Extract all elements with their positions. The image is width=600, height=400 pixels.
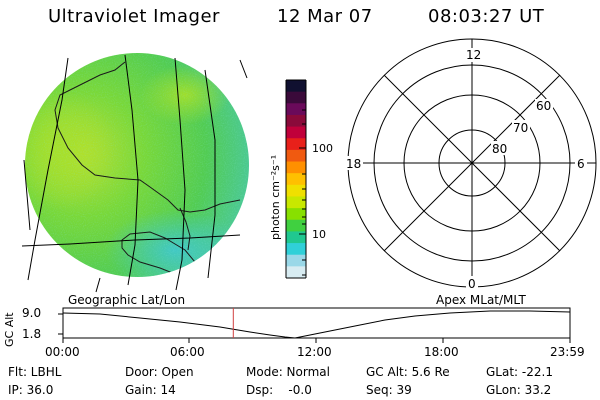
date-label: 12 Mar 07 [277, 6, 373, 27]
colorbar-swatch [286, 254, 306, 267]
lat-label-60: 60 [536, 99, 551, 113]
colorbar-swatch [286, 149, 306, 163]
status-door: Door: Open [125, 365, 194, 379]
timeline-left-title: Geographic Lat/Lon [68, 293, 186, 307]
colorbar-swatch [286, 196, 306, 209]
colorbar-swatch [286, 114, 306, 128]
colorbar-tick-10: 10 [312, 228, 326, 241]
lat-label-70: 70 [513, 121, 528, 135]
colorbar-swatch [286, 138, 306, 151]
status-glat: GLat: -22.1 [486, 365, 553, 379]
timeline-right-title: Apex MLat/MLT [436, 293, 526, 307]
colorbar-swatch [286, 243, 306, 256]
timeline-ytick-9: 9.0 [22, 306, 42, 320]
status-seq: Seq: 39 [366, 383, 412, 397]
status-dsp: Dsp: -0.0 [246, 383, 312, 397]
timeline-plot [58, 307, 571, 343]
hour-label-6: 6 [577, 157, 585, 171]
timeline-xtick-2359: 23:59 [550, 345, 585, 359]
colorbar-swatch [286, 91, 306, 104]
time-label: 08:03:27 UT [428, 6, 545, 27]
timeline-ytick-1-8: 1.8 [22, 327, 42, 341]
timeline-xtick-1800: 18:00 [424, 345, 459, 359]
colorbar-unit-label: photon cm⁻²s⁻¹ [269, 155, 282, 240]
status-gcalt: GC Alt: 5.6 Re [366, 365, 450, 379]
polar-labels: 12 18 6 0 60 70 80 [345, 48, 587, 291]
colorbar-swatch [286, 219, 306, 232]
timeline-xtick-1200: 12:00 [297, 345, 332, 359]
timeline-xtick-0000: 00:00 [45, 345, 80, 359]
aurora-image [21, 53, 249, 293]
app-title: Ultraviolet Imager [48, 6, 220, 27]
colorbar-swatch [286, 231, 306, 244]
polar-grid [347, 38, 597, 288]
colorbar-swatch [286, 103, 306, 116]
timeline-axis-label: GC Alt [3, 312, 16, 347]
status-mode: Mode: Normal [246, 365, 330, 379]
colorbar-swatch [286, 184, 306, 197]
colorbar-axis: 100 10 photon cm⁻²s⁻¹ [269, 79, 333, 279]
hour-label-0: 0 [468, 277, 476, 291]
lat-label-80: 80 [492, 142, 507, 156]
altitude-curve [62, 310, 571, 339]
hour-label-18: 18 [346, 157, 361, 171]
colorbar-swatch [286, 161, 306, 174]
timeline-xtick-0600: 06:00 [170, 345, 205, 359]
colorbar-swatch [286, 266, 306, 279]
colorbar [286, 80, 306, 279]
status-ip: IP: 36.0 [8, 383, 54, 397]
colorbar-swatch [286, 208, 306, 221]
status-glon: GLon: 33.2 [486, 383, 552, 397]
status-gain: Gain: 14 [125, 383, 176, 397]
colorbar-swatch [286, 173, 306, 186]
hour-label-12: 12 [466, 48, 481, 62]
colorbar-swatch [286, 80, 306, 93]
colorbar-tick-100: 100 [312, 142, 333, 155]
status-flt: Flt: LBHL [8, 365, 62, 379]
colorbar-swatch [286, 126, 306, 139]
